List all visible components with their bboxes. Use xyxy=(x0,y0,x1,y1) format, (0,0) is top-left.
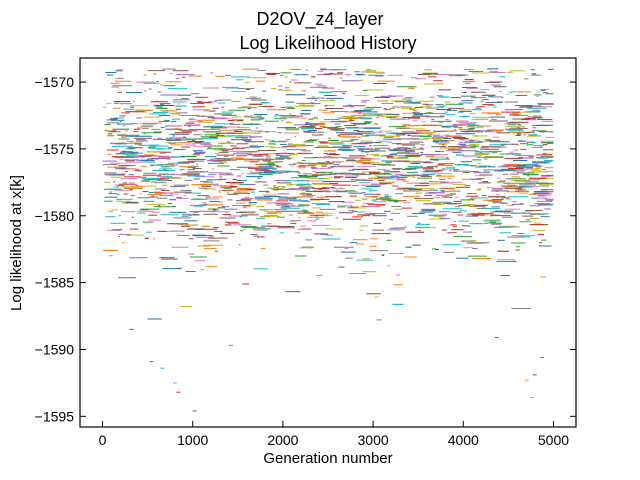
y-tick-label: −1595 xyxy=(35,408,75,424)
x-tick-label: 3000 xyxy=(358,432,389,448)
x-tick-label: 4000 xyxy=(448,432,479,448)
x-tick-label: 1000 xyxy=(177,432,208,448)
axis-ticks: 0 1000 2000 3000 4000 5000 −1570 −1575 −1580 −158… xyxy=(35,74,576,448)
x-tick-label: 0 xyxy=(99,432,107,448)
y-tick-label: −1570 xyxy=(35,74,75,90)
y-tick-label: −1580 xyxy=(35,208,75,224)
y-tick-label: −1585 xyxy=(35,275,75,291)
chart-subtitle: Log Likelihood History xyxy=(239,33,416,53)
y-tick-label: −1575 xyxy=(35,141,75,157)
plot-frame xyxy=(79,57,577,428)
y-tick-label: −1590 xyxy=(35,341,75,357)
chart-title: D2OV_z4_layer xyxy=(256,9,383,30)
x-tick-label: 2000 xyxy=(267,432,298,448)
data-series-layer xyxy=(102,68,554,412)
x-tick-label: 5000 xyxy=(538,432,569,448)
y-axis-label: Log likelihood at x[k] xyxy=(8,175,25,311)
x-axis-label: Generation number xyxy=(263,450,392,467)
